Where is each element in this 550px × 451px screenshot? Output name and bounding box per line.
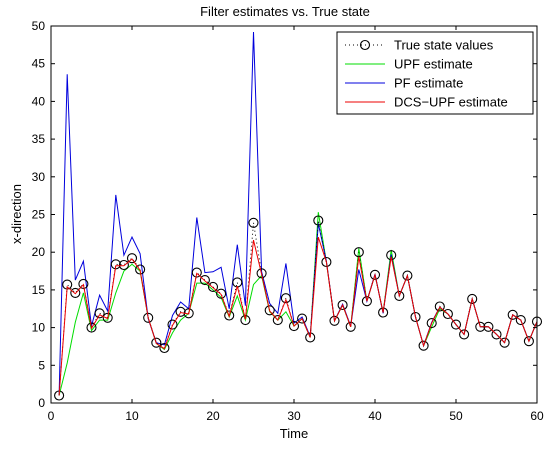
y-tick-label: 45 [32,57,46,71]
legend-marker [359,39,371,51]
true-state-point [167,319,178,330]
true-state-point [256,268,267,279]
x-tick-label: 40 [368,409,382,423]
y-tick-label: 35 [32,132,46,146]
true-state-point [207,281,219,292]
true-state-point [321,256,332,268]
true-state-point [378,307,389,318]
y-tick-label: 30 [32,170,46,184]
true-state-point [151,337,162,348]
true-state-point [515,315,526,326]
true-state-point [126,253,138,264]
true-state-point [118,259,129,271]
true-state-point [467,293,478,304]
true-state-point [199,275,210,286]
true-state-point [459,329,470,340]
y-axis: 0 5 10 15 20 25 30 35 40 45 50 [32,19,537,410]
x-tick-label: 0 [48,409,55,423]
x-axis: 0 10 20 30 40 50 60 [48,26,544,423]
x-tick-label: 10 [125,409,139,423]
true-state-point [143,312,154,323]
true-state-point [248,217,259,228]
true-state-point [418,340,429,351]
y-tick-label: 25 [32,208,46,222]
x-tick-label: 60 [530,409,544,423]
true-state-point [297,313,308,324]
legend: True state values UPF estimate PF estimate… [336,31,534,115]
chart-title: Filter estimates vs. True state [200,4,370,19]
true-state-point [94,308,105,319]
true-state-point [442,308,453,320]
legend-label: True state values [394,38,494,53]
true-state-point [394,290,405,301]
true-state-point [264,305,275,316]
y-tick-label: 0 [38,396,45,410]
true-state-point [70,287,81,298]
x-tick-label: 20 [206,409,220,423]
true-state-point [369,269,381,280]
y-tick-label: 10 [32,321,46,335]
true-state-point [288,321,300,332]
y-tick-label: 20 [32,245,46,259]
true-state-point [216,288,227,299]
true-state-point [523,336,534,347]
y-axis-label: x-direction [9,184,24,244]
true-state-point [499,337,510,348]
true-state-point [102,312,113,323]
true-state-point [426,318,437,329]
true-state-point [450,319,462,330]
true-state-point [329,315,340,326]
true-state-point [402,270,413,281]
y-tick-label: 5 [38,358,45,372]
true-state-point [191,267,202,278]
legend-label: UPF estimate [394,57,473,72]
y-tick-label: 15 [32,283,46,297]
x-tick-label: 50 [449,409,463,423]
true-state-point [361,296,372,307]
true-state-point [434,301,445,312]
true-state-point [410,311,421,323]
legend-label: PF estimate [394,76,463,91]
plot-area [54,31,543,401]
true-state-point [337,299,348,311]
series-line-true-state-values [58,220,538,396]
series-line-dcs-upf-estimate [58,236,538,396]
true-state-point [78,278,89,289]
y-tick-label: 40 [32,94,46,108]
true-state-point [232,277,243,288]
true-state-point [313,215,324,226]
true-state-point [345,321,356,332]
true-state-point [491,329,502,340]
y-tick-label: 50 [32,19,46,33]
true-state-point [507,309,518,320]
legend-label: DCS−UPF estimate [394,95,508,110]
true-state-point [272,315,283,326]
true-state-point [280,293,291,304]
true-state-point [135,264,146,275]
true-state-point [175,306,186,317]
x-tick-label: 30 [287,409,301,423]
x-axis-label: Time [280,426,308,441]
true-state-point [159,342,170,354]
true-state-point [86,322,97,333]
true-state-point [224,310,235,321]
